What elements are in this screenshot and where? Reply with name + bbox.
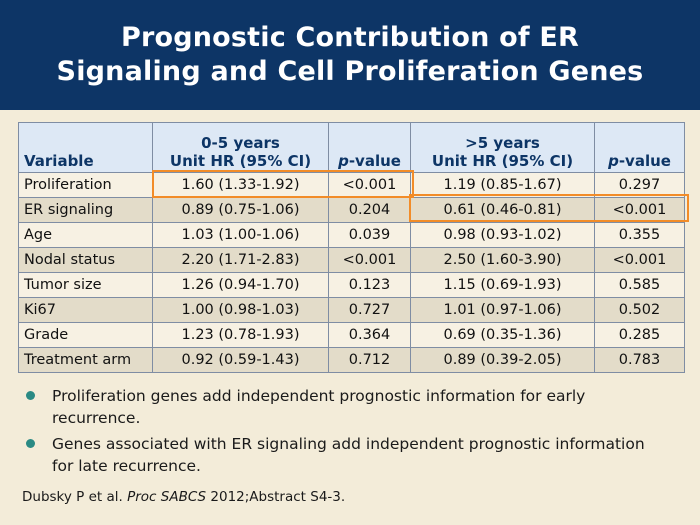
table-row: Proliferation 1.60 (1.33-1.92) <0.001 1.… — [18, 172, 685, 198]
cell-p-early: 0.364 — [328, 322, 411, 348]
cell-p-early: <0.001 — [328, 172, 411, 198]
bullet-dot-icon — [26, 439, 35, 448]
cell-hr-late: 1.15 (0.69-1.93) — [410, 272, 595, 298]
cell-hr-late: 1.01 (0.97-1.06) — [410, 297, 595, 323]
header-hr-label: Unit HR (95% CI) — [169, 152, 312, 170]
cell-hr-early: 0.92 (0.59-1.43) — [152, 347, 329, 373]
results-table: Variable 0-5 years Unit HR (95% CI) p-va… — [18, 122, 685, 373]
header-p-italic-late: p — [608, 152, 619, 170]
header-variable: Variable — [18, 122, 153, 173]
cell-p-late: <0.001 — [594, 247, 685, 273]
cell-p-late: 0.285 — [594, 322, 685, 348]
header-p-suffix-late: -value — [618, 152, 671, 170]
header-p-suffix: -value — [348, 152, 401, 170]
cell-hr-late: 0.98 (0.93-1.02) — [410, 222, 595, 248]
header-hr-late: >5 years Unit HR (95% CI) — [410, 122, 595, 173]
cell-p-late: 0.783 — [594, 347, 685, 373]
cell-variable: Ki67 — [18, 297, 153, 323]
cell-hr-late: 2.50 (1.60-3.90) — [410, 247, 595, 273]
header-group2: >5 years — [465, 134, 540, 152]
reference-details: 2012;Abstract S4-3. — [206, 489, 346, 505]
header-pvalue-early: p-value — [328, 122, 411, 173]
cell-variable: Nodal status — [18, 247, 153, 273]
cell-p-early: 0.039 — [328, 222, 411, 248]
key-findings-list: Proliferation genes add independent prog… — [22, 385, 662, 481]
header-p-italic: p — [338, 152, 349, 170]
cell-hr-early: 1.00 (0.98-1.03) — [152, 297, 329, 323]
slide-title-line1: Prognostic Contribution of ER — [120, 22, 580, 53]
cell-hr-late: 0.69 (0.35-1.36) — [410, 322, 595, 348]
bullet-dot-icon — [26, 391, 35, 400]
header-group1: 0-5 years — [201, 134, 280, 152]
table-row: Ki67 1.00 (0.98-1.03) 0.727 1.01 (0.97-1… — [18, 297, 685, 323]
cell-variable: Treatment arm — [18, 347, 153, 373]
header-hr-early: 0-5 years Unit HR (95% CI) — [152, 122, 329, 173]
cell-variable: ER signaling — [18, 197, 153, 223]
cell-p-early: <0.001 — [328, 247, 411, 273]
bullet-text: Genes associated with ER signaling add i… — [52, 435, 645, 475]
cell-hr-late: 1.19 (0.85-1.67) — [410, 172, 595, 198]
cell-hr-early: 1.60 (1.33-1.92) — [152, 172, 329, 198]
cell-p-late: 0.502 — [594, 297, 685, 323]
cell-variable: Grade — [18, 322, 153, 348]
table-row: Nodal status 2.20 (1.71-2.83) <0.001 2.5… — [18, 247, 685, 273]
cell-p-late: 0.297 — [594, 172, 685, 198]
cell-hr-early: 1.23 (0.78-1.93) — [152, 322, 329, 348]
cell-p-early: 0.712 — [328, 347, 411, 373]
reference-authors: Dubsky P et al. — [22, 489, 128, 505]
header-hr-label-late: Unit HR (95% CI) — [431, 152, 574, 170]
table-row: Treatment arm 0.92 (0.59-1.43) 0.712 0.8… — [18, 347, 685, 373]
cell-variable: Proliferation — [18, 172, 153, 198]
cell-p-early: 0.204 — [328, 197, 411, 223]
reference-citation: Dubsky P et al. Proc SABCS 2012;Abstract… — [22, 489, 345, 505]
cell-variable: Age — [18, 222, 153, 248]
table-row: Age 1.03 (1.00-1.06) 0.039 0.98 (0.93-1.… — [18, 222, 685, 248]
list-item: Proliferation genes add independent prog… — [22, 385, 662, 429]
cell-p-late: 0.355 — [594, 222, 685, 248]
table-row: ER signaling 0.89 (0.75-1.06) 0.204 0.61… — [18, 197, 685, 223]
cell-variable: Tumor size — [18, 272, 153, 298]
cell-hr-early: 0.89 (0.75-1.06) — [152, 197, 329, 223]
cell-hr-early: 1.26 (0.94-1.70) — [152, 272, 329, 298]
title-banner: Prognostic Contribution of ER Signaling … — [0, 0, 700, 110]
cell-hr-late: 0.89 (0.39-2.05) — [410, 347, 595, 373]
table-header-row: Variable 0-5 years Unit HR (95% CI) p-va… — [18, 122, 685, 173]
cell-hr-early: 1.03 (1.00-1.06) — [152, 222, 329, 248]
cell-hr-early: 2.20 (1.71-2.83) — [152, 247, 329, 273]
table-row: Grade 1.23 (0.78-1.93) 0.364 0.69 (0.35-… — [18, 322, 685, 348]
cell-p-late: <0.001 — [594, 197, 685, 223]
cell-p-early: 0.123 — [328, 272, 411, 298]
cell-hr-late: 0.61 (0.46-0.81) — [410, 197, 595, 223]
results-table-container: Variable 0-5 years Unit HR (95% CI) p-va… — [18, 122, 685, 373]
bullet-text: Proliferation genes add independent prog… — [52, 387, 586, 427]
cell-p-late: 0.585 — [594, 272, 685, 298]
list-item: Genes associated with ER signaling add i… — [22, 433, 662, 477]
reference-journal: Proc SABCS — [127, 489, 207, 505]
table-row: Tumor size 1.26 (0.94-1.70) 0.123 1.15 (… — [18, 272, 685, 298]
slide-title-line2: Signaling and Cell Proliferation Genes — [56, 56, 644, 87]
header-pvalue-late: p-value — [594, 122, 685, 173]
cell-p-early: 0.727 — [328, 297, 411, 323]
